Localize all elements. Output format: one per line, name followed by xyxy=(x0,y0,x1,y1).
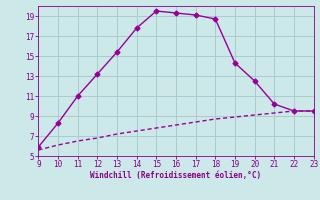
X-axis label: Windchill (Refroidissement éolien,°C): Windchill (Refroidissement éolien,°C) xyxy=(91,171,261,180)
